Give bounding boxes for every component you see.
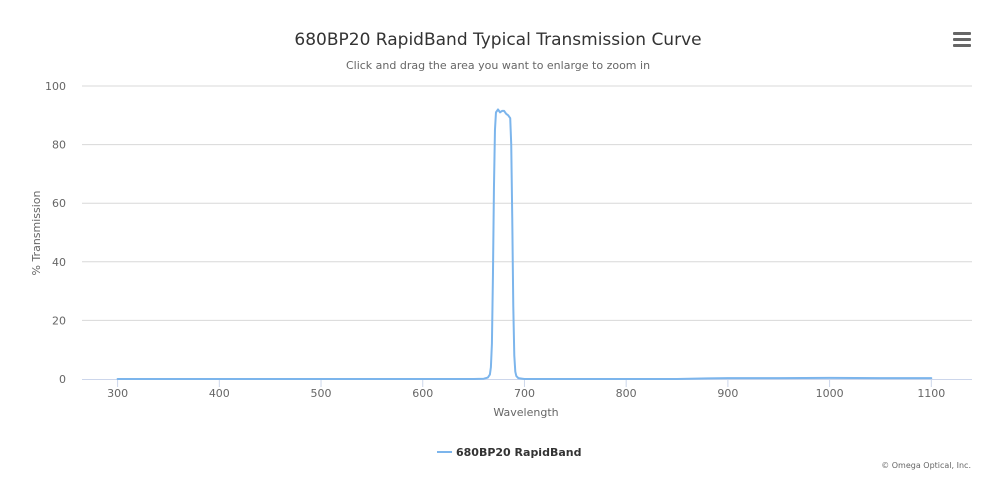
x-tick-label: 1100 <box>917 387 945 400</box>
menu-bar <box>953 44 971 47</box>
chart-title: 680BP20 RapidBand Typical Transmission C… <box>294 30 701 50</box>
x-axis-title: Wavelength <box>493 406 558 419</box>
grid-lines <box>82 85 972 321</box>
plot-area[interactable] <box>116 108 933 380</box>
x-tick-label: 300 <box>107 387 128 400</box>
y-tick-label: 100 <box>45 80 66 93</box>
hamburger-menu-icon[interactable] <box>953 32 971 48</box>
x-tick-label: 400 <box>209 387 230 400</box>
chart-subtitle: Click and drag the area you want to enla… <box>346 59 650 72</box>
credits-text[interactable]: © Omega Optical, Inc. <box>881 461 971 470</box>
x-axis: 300 400 500 600 700 800 900 1000 1100 <box>82 379 972 400</box>
x-tick-label: 600 <box>412 387 433 400</box>
menu-bar <box>953 38 971 41</box>
y-tick-label: 0 <box>59 373 66 386</box>
legend[interactable]: 680BP20 RapidBand <box>437 446 581 459</box>
x-tick-label: 1000 <box>816 387 844 400</box>
series-line[interactable] <box>116 108 933 380</box>
y-tick-label: 80 <box>52 139 66 152</box>
x-tick-label: 800 <box>616 387 637 400</box>
y-tick-label: 60 <box>52 197 66 210</box>
x-tick-label: 500 <box>311 387 332 400</box>
x-tick-label: 900 <box>717 387 738 400</box>
legend-series-label[interactable]: 680BP20 RapidBand <box>456 446 581 459</box>
y-tick-label: 20 <box>52 314 66 327</box>
x-tick-label: 700 <box>514 387 535 400</box>
y-axis-ticks: 0 20 40 60 80 100 <box>45 80 66 386</box>
menu-bar <box>953 32 971 35</box>
y-axis-title: % Transmission <box>30 190 43 275</box>
y-tick-label: 40 <box>52 256 66 269</box>
